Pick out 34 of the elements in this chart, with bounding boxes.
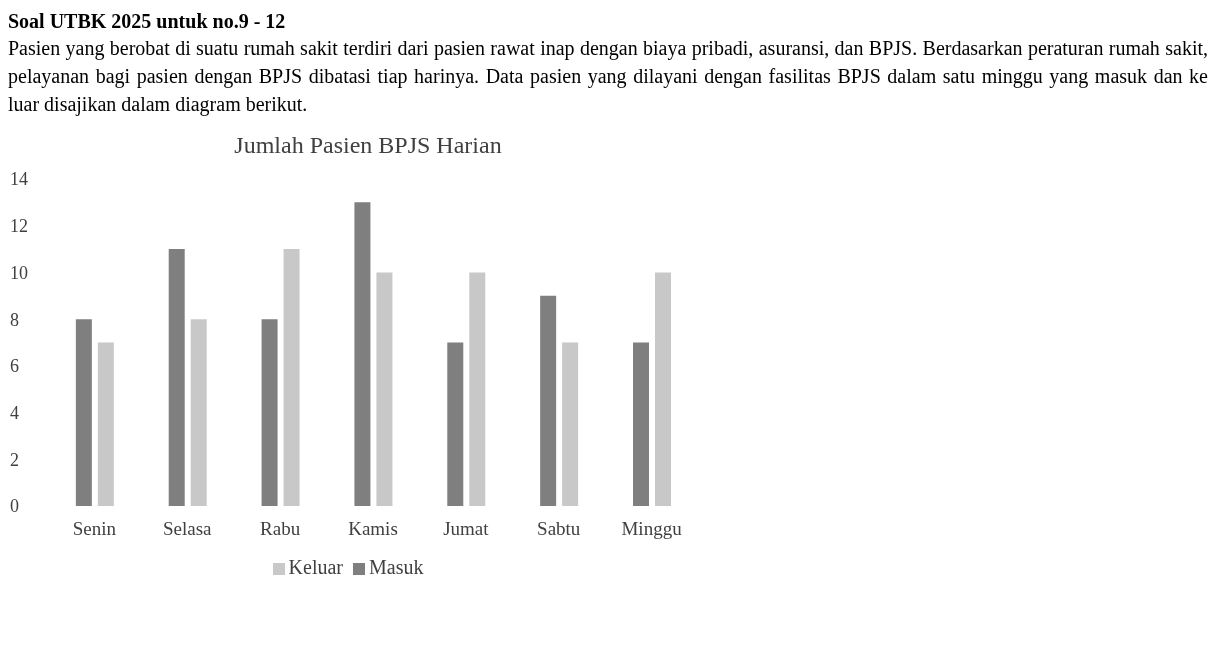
y-tick-label: 6 (10, 356, 19, 377)
x-tick-label: Minggu (621, 518, 683, 540)
x-tick-label: Sabtu (537, 518, 581, 540)
text: Pasien yang berobat di suatu rumah sakit terdiri dari pasien rawat inap dengan biaya pribadi, asuransi, dan BPJS. Berdasarkan peraturan rumah sakit, pelayanan bagi pasien dengan BPJS dibatasi tiap harinya. Data pasien yang dilayani dengan fasilitas BPJS dalam satu minggu yang masuk dan ke luar disajikan dalam diagram berikut. (8, 36, 1208, 118)
y-tick-label: 2 (10, 449, 19, 470)
bar (168, 249, 185, 506)
bar (75, 319, 92, 506)
x-tick-label: Kamis (348, 518, 398, 540)
bar (633, 342, 649, 506)
bar (655, 272, 671, 506)
bar (447, 342, 464, 506)
bar (97, 342, 114, 506)
bar (562, 342, 579, 506)
y-tick-label: 8 (10, 309, 19, 330)
legend-label: Keluar (288, 556, 343, 578)
bar (190, 319, 207, 506)
chart-title: Jumlah Pasien BPJS Harian (233, 132, 503, 159)
bar (376, 272, 393, 506)
legend-label: Masuk (368, 556, 424, 578)
bar (283, 249, 300, 506)
x-tick-label: Senin (72, 518, 117, 540)
y-tick-label: 12 (10, 216, 28, 237)
x-tick-label: Jumat (443, 518, 490, 540)
y-tick-label: 14 (10, 169, 28, 190)
x-tick-label: Rabu (260, 518, 301, 540)
x-tick-label: Selasa (163, 518, 213, 540)
bar (469, 272, 486, 506)
text: Soal UTBK 2025 untuk no.9 - 12 (8, 9, 287, 34)
bar (540, 295, 557, 506)
bar (354, 202, 371, 506)
bar (261, 319, 278, 506)
y-tick-label: 0 (10, 496, 19, 517)
y-tick-label: 10 (10, 262, 28, 283)
y-tick-label: 4 (10, 402, 19, 423)
